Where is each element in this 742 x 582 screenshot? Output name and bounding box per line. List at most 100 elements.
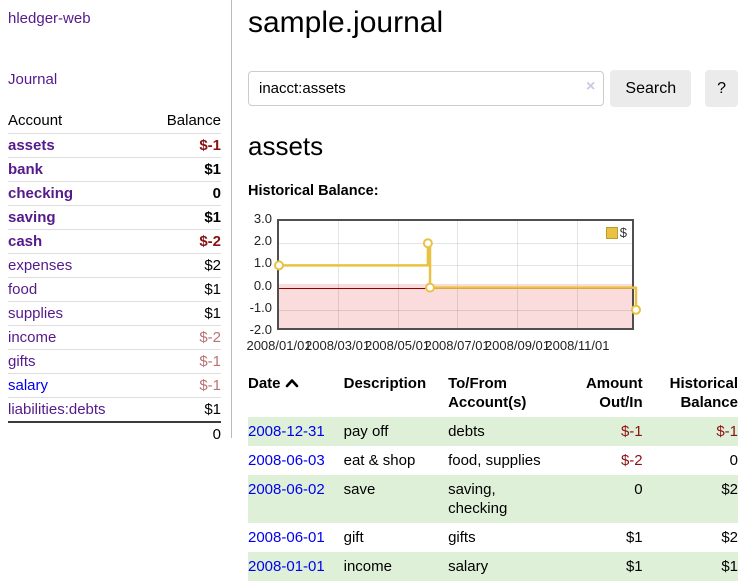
accounts-header-row: Account Balance [8, 109, 221, 134]
account-link-assets[interactable]: assets [8, 137, 55, 154]
account-link-cash[interactable]: cash [8, 233, 43, 250]
date-link[interactable]: 2008-01-01 [248, 558, 325, 575]
chart-plot-area[interactable]: $ [274, 219, 641, 330]
account-name-cell: liabilities:debts [8, 397, 145, 422]
transaction-date-cell: 2008-06-01 [248, 523, 344, 552]
account-balance: $1 [144, 205, 221, 230]
transaction-accounts-cell: debts [448, 423, 485, 440]
date-link[interactable]: 2008-06-03 [248, 452, 325, 469]
brand-link[interactable]: hledger-web [8, 10, 91, 27]
gridline [457, 221, 459, 328]
clear-search-icon[interactable]: × [586, 78, 596, 95]
table-row: 2008-06-03 eat & shop food, supplies $-2 0 [248, 446, 738, 475]
gridline [397, 221, 399, 328]
search-box: × [248, 71, 605, 106]
date-link[interactable]: 2008-06-02 [248, 481, 325, 498]
page-title: sample.journal [248, 6, 444, 39]
table-row: 2008-12-31 pay off debts $-1 $-1 [248, 417, 738, 446]
help-button[interactable]: ? [705, 70, 738, 107]
transaction-description-cell: eat & shop [343, 452, 416, 469]
account-link-gifts[interactable]: gifts [8, 353, 36, 370]
account-row: food $1 [8, 277, 221, 302]
gridline [279, 309, 632, 311]
account-link-bank[interactable]: bank [8, 161, 44, 178]
account-link-salary[interactable]: salary [8, 377, 49, 394]
search-button[interactable]: Search [610, 70, 692, 107]
account-link-income[interactable]: income [8, 329, 57, 346]
date-link[interactable]: 2008-12-31 [248, 423, 325, 440]
account-link-supplies[interactable]: supplies [8, 305, 64, 322]
gridline [577, 221, 579, 328]
account-name-cell: salary [8, 373, 145, 398]
account-row: bank $1 [8, 157, 221, 182]
account-balance: $-2 [144, 229, 221, 254]
y-tick-label: 2.0 [253, 233, 272, 249]
data-point-marker [422, 238, 433, 249]
y-tick-label: 3.0 [253, 211, 272, 226]
accounts-header-account: Account [8, 112, 63, 129]
account-link-liabilities-debts[interactable]: liabilities:debts [8, 401, 106, 418]
account-name-cell: saving [8, 205, 145, 230]
account-link-saving[interactable]: saving [8, 209, 56, 226]
search-form: × Search ? [248, 70, 738, 107]
account-balance: $1 [144, 157, 221, 182]
historical-balance-chart: $ 2008/01/01 2008/03/01 2008/05/01 2008/07/… [246, 211, 738, 356]
transaction-accounts-cell: gifts [448, 529, 476, 546]
y-tick-label: -2.0 [249, 322, 272, 337]
account-row: checking 0 [8, 181, 221, 206]
account-link-expenses[interactable]: expenses [8, 257, 73, 274]
transaction-description-cell: gift [343, 529, 364, 546]
account-row: gifts $-1 [8, 349, 221, 374]
chart-title: Historical Balance: [248, 183, 379, 199]
accounts-table-body: assets $-1 bank $1 checking 0 saving $1 cash $-2 e… [8, 133, 221, 422]
accounts-header-balance: Balance [166, 112, 221, 129]
account-row: assets $-1 [8, 133, 221, 158]
data-point-marker [274, 260, 284, 271]
account-link-food[interactable]: food [8, 281, 38, 298]
account-row: cash $-2 [8, 229, 221, 254]
transaction-date-cell: 2008-06-03 [248, 446, 344, 475]
sidebar-nav: Journal [8, 71, 221, 88]
account-row: expenses $2 [8, 253, 221, 278]
y-tick-label: 1.0 [253, 255, 272, 271]
transaction-amount-cell: $1 [625, 529, 643, 546]
date-link[interactable]: 2008-06-01 [248, 529, 325, 546]
transaction-amount-cell: $-2 [620, 452, 643, 469]
account-balance: 0 [144, 181, 221, 206]
account-link-checking[interactable]: checking [8, 185, 74, 202]
account-row: income $-2 [8, 325, 221, 350]
register-table-body: 2008-12-31 pay off debts $-1 $-1 2008-06-03 ea… [248, 417, 738, 581]
y-tick-label: -1.0 [249, 299, 272, 315]
transaction-accounts-cell: salary [448, 558, 489, 575]
register-header-date[interactable]: Date [248, 372, 344, 417]
legend-swatch [605, 226, 618, 239]
search-input[interactable] [248, 71, 605, 106]
transaction-accounts-cell: saving, checking [448, 481, 508, 517]
account-row: salary $-1 [8, 373, 221, 398]
account-name-cell: income [8, 325, 145, 350]
transaction-balance-cell: $-1 [716, 423, 738, 440]
account-row: saving $1 [8, 205, 221, 230]
gridline [517, 221, 519, 328]
account-row: supplies $1 [8, 301, 221, 326]
accounts-total-spacer [8, 421, 145, 446]
register-header-date-label: Date [248, 375, 281, 392]
table-row: 2008-06-02 save saving, checking 0 $2 [248, 475, 738, 523]
account-balance: $2 [144, 253, 221, 278]
register-header-accounts: To/From Account(s) [448, 375, 527, 411]
transaction-date-cell: 2008-06-02 [248, 475, 344, 523]
x-tick-label: 2008/05/01 [364, 338, 431, 353]
account-name-cell: bank [8, 157, 145, 182]
data-point-marker [425, 282, 436, 293]
accounts-table: Account Balance assets $-1 bank $1 checking 0… [8, 109, 221, 446]
gridline [279, 265, 632, 267]
transaction-date-cell: 2008-01-01 [248, 552, 344, 581]
account-balance: $-1 [144, 373, 221, 398]
account-balance: $1 [144, 397, 221, 422]
table-row: 2008-06-01 gift gifts $1 $2 [248, 523, 738, 552]
account-name-cell: supplies [8, 301, 145, 326]
transaction-description-cell: pay off [343, 423, 389, 440]
sidebar-item-journal[interactable]: Journal [8, 71, 58, 88]
x-tick-label: 2008/01/01 [246, 338, 312, 353]
legend-label: $ [619, 225, 627, 240]
